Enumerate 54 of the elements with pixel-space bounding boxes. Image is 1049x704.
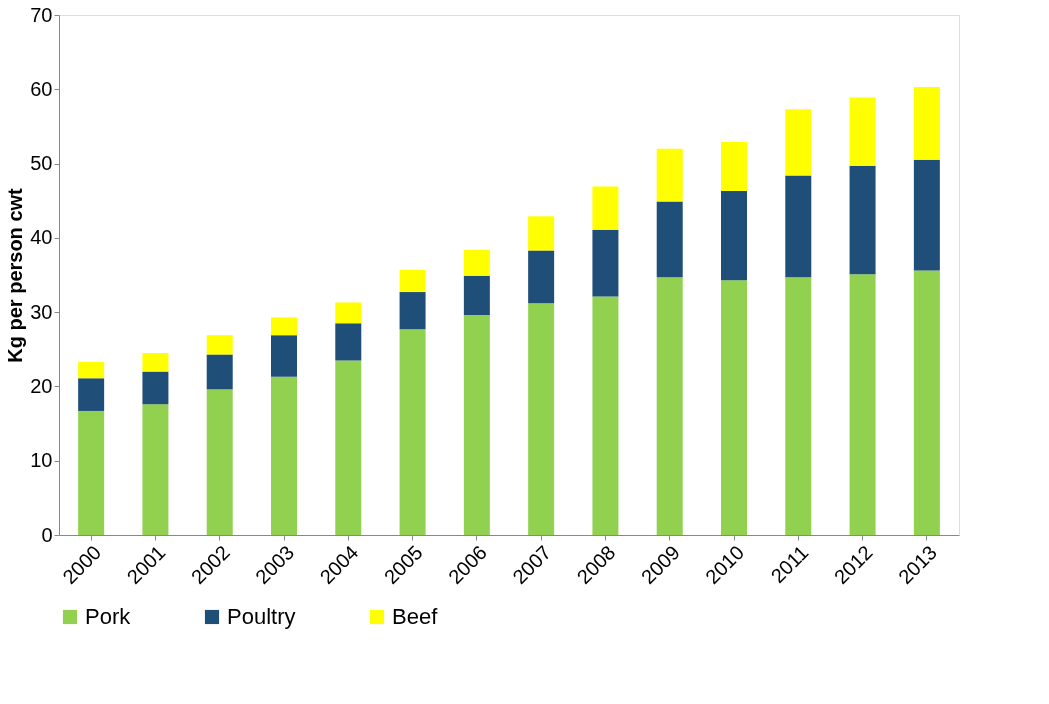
bar <box>849 165 876 275</box>
bar <box>78 378 105 411</box>
y-tick-label: 50 <box>30 152 53 175</box>
bar <box>592 296 619 535</box>
bar <box>142 404 169 535</box>
bar <box>78 361 105 379</box>
bar <box>142 353 169 372</box>
bar <box>335 323 362 361</box>
bar <box>913 159 940 271</box>
legend-label: Beef <box>392 604 439 629</box>
bar <box>528 216 555 251</box>
y-axis-title: Kg per person cwt <box>4 187 27 363</box>
bar <box>78 410 105 535</box>
bar <box>399 329 426 535</box>
legend-label: Pork <box>85 604 132 629</box>
bar <box>206 354 233 390</box>
bar <box>785 109 812 176</box>
bar <box>528 303 555 535</box>
bar <box>721 280 747 535</box>
legend-label: Poultry <box>227 604 296 629</box>
bar <box>463 249 490 276</box>
bar <box>271 335 297 377</box>
bar <box>592 186 619 230</box>
bar <box>399 292 426 330</box>
bar <box>399 269 426 293</box>
bar <box>142 371 169 405</box>
bar <box>785 175 812 278</box>
bar <box>335 302 362 324</box>
y-tick-label: 0 <box>41 523 53 546</box>
bar <box>721 191 747 281</box>
bar <box>721 142 747 192</box>
bar <box>206 389 233 535</box>
y-tick-label: 40 <box>30 226 53 249</box>
y-tick-label: 30 <box>30 300 53 323</box>
bar <box>913 270 940 535</box>
bar <box>785 277 812 535</box>
bar <box>656 148 683 202</box>
bar <box>592 229 619 297</box>
bar <box>528 250 555 304</box>
bar <box>849 97 876 166</box>
bar <box>271 376 297 535</box>
bar <box>913 87 940 160</box>
bar <box>463 315 490 535</box>
bar <box>656 201 683 278</box>
bar <box>206 335 233 355</box>
bar <box>463 275 490 316</box>
bar <box>656 277 683 535</box>
y-tick-label: 60 <box>30 77 53 100</box>
y-tick-label: 10 <box>30 449 53 472</box>
bar <box>849 274 876 535</box>
y-tick-label: 70 <box>30 3 53 26</box>
y-tick-label: 20 <box>30 374 53 397</box>
bar <box>271 317 297 336</box>
bar <box>335 360 362 535</box>
